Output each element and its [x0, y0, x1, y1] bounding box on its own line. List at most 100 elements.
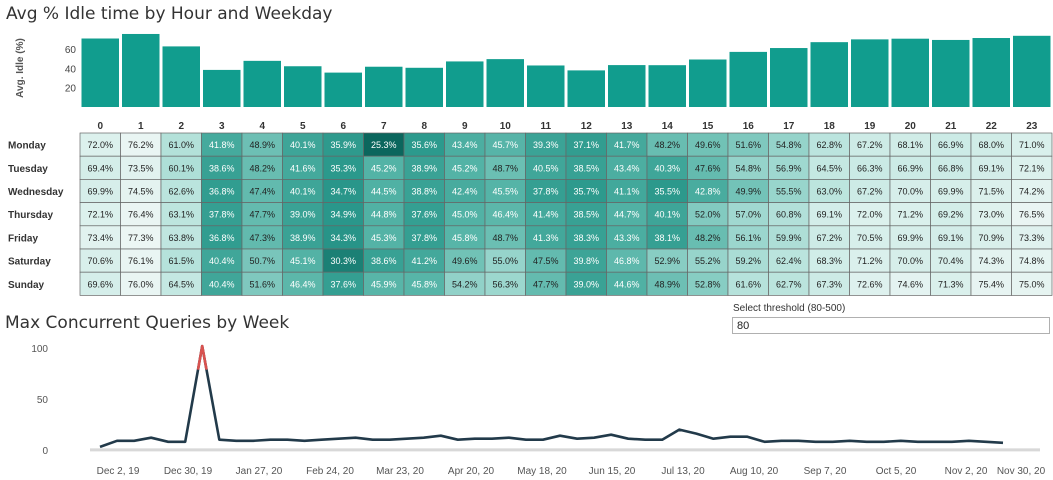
weekday-label: Sunday	[8, 280, 45, 291]
heatmap-cell-value: 69.6%	[87, 279, 113, 289]
heatmap-cell-value: 54.8%	[735, 163, 761, 173]
heatmap-cell-value: 64.5%	[168, 279, 194, 289]
heatmap-cell-value: 54.2%	[452, 279, 478, 289]
heatmap-cell-value: 44.5%	[371, 187, 397, 197]
heatmap-cell-value: 72.0%	[857, 210, 883, 220]
hour-label: 5	[300, 121, 306, 132]
idle-bar	[162, 46, 200, 107]
queries-line	[99, 344, 1004, 449]
heatmap-cell-value: 45.8%	[411, 279, 437, 289]
heatmap-cell-value: 56.9%	[776, 163, 802, 173]
heatmap-cell-value: 74.3%	[978, 256, 1004, 266]
heatmap-cell-value: 41.6%	[290, 163, 316, 173]
heatmap-cell-value: 40.1%	[654, 210, 680, 220]
heatmap-cell-value: 42.8%	[695, 187, 721, 197]
heatmap-cell-value: 38.3%	[573, 233, 599, 243]
heatmap-cell-value: 52.0%	[695, 210, 721, 220]
idle-y-axis-label: Avg. Idle (%)	[15, 38, 26, 98]
heatmap-cell-value: 38.5%	[573, 210, 599, 220]
heatmap-cell-value: 35.7%	[573, 187, 599, 197]
heatmap-cell-value: 30.3%	[330, 256, 356, 266]
heatmap-cell-value: 48.2%	[249, 163, 275, 173]
threshold-input[interactable]	[732, 317, 1050, 334]
heatmap-cell-value: 54.8%	[776, 140, 802, 150]
heatmap-cell-value: 73.4%	[87, 233, 113, 243]
heatmap-cell-value: 52.9%	[654, 256, 680, 266]
idle-bar	[1013, 35, 1051, 107]
queries-x-tick: Jan 27, 20	[236, 466, 283, 477]
heatmap-cell-value: 35.6%	[411, 140, 437, 150]
heatmap-cell-value: 38.5%	[573, 163, 599, 173]
heatmap-cell-value: 36.8%	[209, 233, 235, 243]
heatmap-cell-value: 48.7%	[492, 163, 518, 173]
heatmap-cell-value: 63.0%	[816, 187, 842, 197]
hour-label: 22	[986, 121, 998, 132]
heatmap-cell-value: 40.4%	[209, 279, 235, 289]
heatmap-cell-value: 68.0%	[978, 140, 1004, 150]
idle-bar	[770, 48, 808, 107]
heatmap-cell-value: 71.0%	[1019, 140, 1045, 150]
heatmap-cell-value: 35.9%	[330, 140, 356, 150]
heatmap-cell-value: 75.0%	[1019, 279, 1045, 289]
heatmap-cell-value: 46.8%	[614, 256, 640, 266]
heatmap-cell-value: 74.5%	[128, 187, 154, 197]
heatmap-cell-value: 39.3%	[533, 140, 559, 150]
hour-label: 9	[462, 121, 468, 132]
heatmap-cell-value: 45.7%	[492, 140, 518, 150]
heatmap-cell-value: 72.1%	[87, 210, 113, 220]
heatmap-cell-value: 42.4%	[452, 187, 478, 197]
heatmap-cell-value: 71.2%	[897, 210, 923, 220]
heatmap-cell-value: 35.5%	[654, 187, 680, 197]
queries-y-tick: 100	[31, 344, 48, 355]
idle-chart-title: Avg % Idle time by Hour and Weekday	[6, 4, 333, 24]
heatmap-cell-value: 38.8%	[411, 187, 437, 197]
hour-label: 13	[621, 121, 633, 132]
heatmap-cell-value: 50.7%	[249, 256, 275, 266]
heatmap-cell-value: 64.5%	[816, 163, 842, 173]
idle-bar	[122, 33, 160, 107]
heatmap-cell-value: 70.5%	[857, 233, 883, 243]
hour-label: 8	[421, 121, 427, 132]
heatmap-cell-value: 48.7%	[492, 233, 518, 243]
heatmap-cell-value: 35.3%	[330, 163, 356, 173]
queries-x-tick: Jul 13, 20	[661, 466, 705, 477]
heatmap-cell-value: 40.3%	[654, 163, 680, 173]
heatmap-cell-value: 55.5%	[776, 187, 802, 197]
heatmap-cell-value: 70.9%	[978, 233, 1004, 243]
heatmap-cell-value: 48.9%	[654, 279, 680, 289]
heatmap-cell-value: 74.6%	[897, 279, 923, 289]
heatmap-cell-value: 76.4%	[128, 210, 154, 220]
heatmap-cell-value: 37.8%	[209, 210, 235, 220]
heatmap-cell-value: 69.4%	[87, 163, 113, 173]
heatmap-cell-value: 48.2%	[654, 140, 680, 150]
idle-bar	[243, 60, 281, 107]
idle-bar	[405, 67, 443, 107]
heatmap-cell-value: 46.4%	[290, 279, 316, 289]
heatmap-cell-value: 45.8%	[452, 233, 478, 243]
weekday-label: Saturday	[8, 257, 51, 268]
idle-bar	[446, 61, 484, 107]
heatmap-cell-value: 67.2%	[816, 233, 842, 243]
heatmap-cell-value: 47.5%	[533, 256, 559, 266]
heatmap-cell-value: 72.0%	[87, 140, 113, 150]
heatmap-cell-value: 47.6%	[695, 163, 721, 173]
heatmap-cell-value: 47.7%	[249, 210, 275, 220]
heatmap-cell-value: 45.9%	[371, 279, 397, 289]
queries-spike-segment	[200, 344, 208, 370]
heatmap-cell-value: 73.5%	[128, 163, 154, 173]
idle-bar	[891, 38, 929, 107]
weekday-label: Tuesday	[8, 164, 48, 175]
heatmap-cell-value: 43.4%	[452, 140, 478, 150]
heatmap-cell-value: 73.3%	[1019, 233, 1045, 243]
queries-chart-title: Max Concurrent Queries by Week	[5, 313, 290, 333]
heatmap-cell-value: 75.4%	[978, 279, 1004, 289]
hour-label: 2	[178, 121, 184, 132]
weekday-label: Friday	[8, 233, 38, 244]
hour-label: 17	[783, 121, 795, 132]
heatmap-cell-value: 76.5%	[1019, 210, 1045, 220]
heatmap-cell-value: 69.1%	[938, 233, 964, 243]
heatmap-cell-value: 37.6%	[330, 279, 356, 289]
queries-x-tick: Aug 10, 20	[730, 466, 779, 477]
heatmap-cell-value: 45.2%	[452, 163, 478, 173]
heatmap-cell-value: 52.8%	[695, 279, 721, 289]
